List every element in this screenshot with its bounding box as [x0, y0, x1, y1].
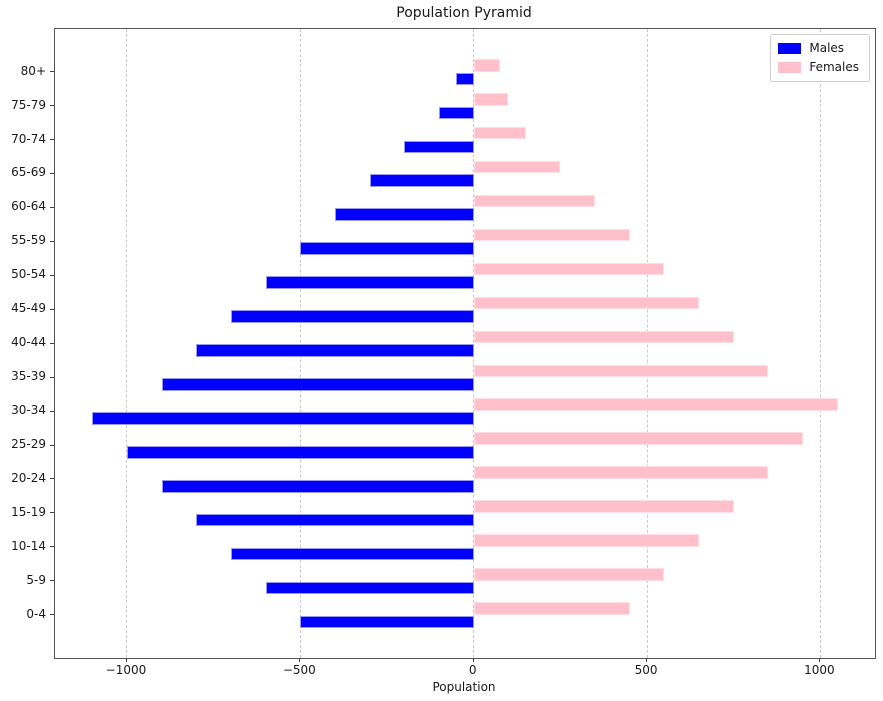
x-tick-mark [819, 658, 821, 662]
y-tick-label: 70-74 [11, 131, 46, 146]
legend-entry-females: Females [778, 61, 859, 74]
female-bar [473, 330, 734, 344]
female-bar [473, 364, 769, 378]
female-bar [473, 466, 769, 479]
y-tick-label: 80+ [20, 63, 46, 78]
y-tick-label: 55-59 [11, 233, 46, 248]
female-bar [473, 432, 804, 445]
y-tick-label: 10-14 [11, 538, 46, 553]
y-tick-label: 25-29 [11, 437, 46, 451]
y-tick-mark [50, 512, 54, 514]
legend-females-swatch [778, 62, 802, 73]
legend: Males Females [770, 34, 870, 82]
male-bar [265, 276, 474, 289]
x-tick-label: 500 [634, 663, 658, 677]
male-bar [300, 242, 474, 255]
y-tick-label: 60-64 [11, 199, 46, 214]
y-tick-label: 0-4 [26, 606, 46, 621]
female-bar [473, 194, 595, 208]
female-bar [473, 126, 526, 140]
y-tick-mark [50, 240, 54, 242]
x-tick-mark [125, 658, 127, 662]
y-tick-mark [50, 105, 54, 107]
gridline [473, 29, 475, 658]
male-bar [92, 412, 474, 425]
female-bar [473, 92, 509, 106]
male-bar [456, 72, 474, 86]
x-tick-label: 1000 [804, 663, 835, 677]
gridline [819, 29, 821, 658]
y-tick-label: 20-24 [11, 470, 46, 485]
male-bar [196, 344, 474, 357]
y-tick-mark [50, 206, 54, 208]
x-tick-mark [299, 658, 301, 662]
male-bar [334, 208, 474, 221]
legend-males-swatch [778, 43, 802, 54]
female-bar [473, 160, 561, 174]
y-tick-label: 35-39 [11, 369, 46, 384]
y-tick-mark [50, 376, 54, 378]
female-bar [473, 296, 700, 310]
y-tick-mark [50, 580, 54, 582]
x-tick-mark [472, 658, 474, 662]
male-bar [265, 581, 474, 595]
x-tick-label: −500 [282, 663, 316, 677]
x-tick-label: 0 [468, 663, 477, 677]
gridline [299, 29, 301, 658]
y-tick-mark [50, 546, 54, 548]
gridline [646, 29, 648, 658]
y-tick-label: 50-54 [11, 267, 46, 282]
y-tick-label: 65-69 [11, 165, 46, 180]
chart-title: Population Pyramid [396, 5, 532, 21]
x-tick-mark [646, 658, 648, 662]
male-bar [196, 513, 474, 527]
female-bar [473, 602, 630, 615]
y-tick-mark [50, 478, 54, 480]
y-tick-mark [50, 444, 54, 446]
female-bar [473, 500, 734, 513]
y-tick-mark [50, 172, 54, 174]
male-bar [369, 174, 474, 187]
male-bar [126, 446, 474, 459]
gridline [126, 29, 128, 658]
y-tick-label: 75-79 [11, 97, 46, 112]
y-tick-mark [50, 139, 54, 140]
male-bar [300, 615, 474, 629]
male-bar [161, 378, 474, 391]
female-bar [473, 262, 665, 276]
y-tick-mark [50, 614, 54, 616]
male-bar [404, 140, 474, 154]
plot-area: Males Females [54, 28, 876, 659]
y-tick-mark [50, 410, 54, 412]
y-tick-mark [50, 342, 54, 344]
female-bar [473, 534, 700, 547]
female-bar [473, 59, 500, 72]
y-tick-mark [50, 71, 54, 73]
y-tick-label: 5-9 [26, 572, 46, 587]
male-bar [230, 310, 474, 323]
x-axis-label: Population [432, 680, 496, 694]
y-tick-label: 45-49 [11, 301, 46, 316]
legend-entry-males: Males [778, 42, 859, 55]
female-bar [473, 568, 665, 581]
y-tick-mark [50, 308, 54, 310]
female-bar [473, 228, 630, 242]
female-bar [473, 398, 838, 412]
legend-label: Females [809, 60, 859, 74]
y-tick-label: 15-19 [11, 504, 46, 519]
x-tick-label: −1000 [105, 663, 147, 677]
male-bar [438, 106, 474, 120]
male-bar [161, 479, 474, 493]
male-bar [230, 547, 474, 561]
y-tick-mark [50, 274, 54, 276]
y-tick-label: 30-34 [11, 403, 46, 418]
legend-label: Males [809, 41, 845, 55]
y-tick-label: 40-44 [11, 335, 46, 350]
